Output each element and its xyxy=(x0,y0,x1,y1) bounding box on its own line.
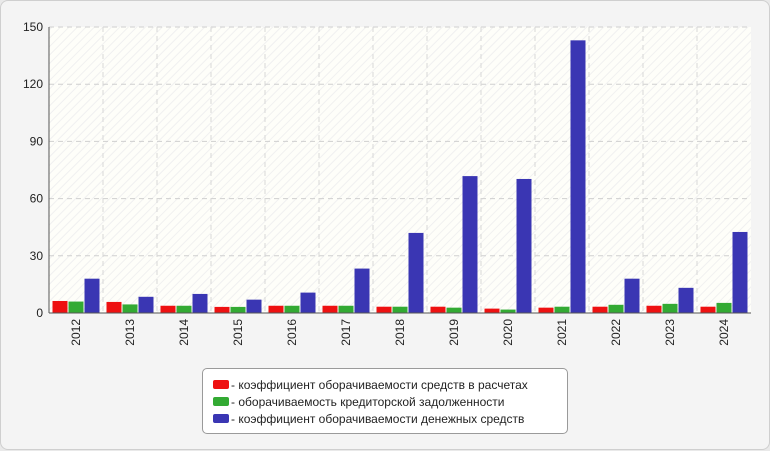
bar-2016-series-3 xyxy=(300,292,316,313)
x-tick-label: 2016 xyxy=(285,319,299,346)
legend-swatch-red xyxy=(213,380,229,389)
gridlines xyxy=(49,26,751,313)
x-tick-label: 2021 xyxy=(555,319,569,346)
bar-2015-series-3 xyxy=(246,299,262,313)
legend-item: - коэффициент оборачиваемости средств в … xyxy=(213,376,567,393)
x-tick-label: 2012 xyxy=(69,319,83,346)
bar-2023-series-2 xyxy=(662,303,678,313)
x-axis-ticks: 2012 2013 2014 2015 2016 2017 2018 2019 2020 2021… xyxy=(69,319,731,346)
bar-2020-series-1 xyxy=(484,308,500,313)
bar-2017-series-1 xyxy=(322,305,338,313)
bar-2019-series-1 xyxy=(430,306,446,313)
bar-2014-series-2 xyxy=(176,305,192,313)
x-tick-label: 2015 xyxy=(231,319,245,346)
bar-2024-series-3 xyxy=(732,231,748,313)
bar-2013-series-2 xyxy=(122,304,138,313)
legend-label: - коэффициент оборачиваемости средств в … xyxy=(231,377,528,392)
bar-2022-series-3 xyxy=(624,278,640,313)
bar-2014-series-1 xyxy=(160,305,176,313)
bar-2012-series-1 xyxy=(52,300,68,313)
bar-2013-series-1 xyxy=(106,301,122,313)
bar-2017-series-3 xyxy=(354,268,370,313)
y-tick-label: 0 xyxy=(36,306,43,320)
y-tick-label: 150 xyxy=(23,20,43,34)
bar-2021-series-2 xyxy=(554,306,570,313)
bar-2020-series-2 xyxy=(500,309,516,313)
bar-2020-series-3 xyxy=(516,178,532,313)
bar-2023-series-3 xyxy=(678,287,694,313)
bar-2018-series-3 xyxy=(408,232,424,313)
x-tick-label: 2020 xyxy=(501,319,515,346)
bar-2013-series-3 xyxy=(138,296,154,313)
y-axis-ticks: 0 30 60 90 120 150 xyxy=(23,20,43,320)
bar-2019-series-2 xyxy=(446,307,462,313)
bar-2022-series-2 xyxy=(608,304,624,313)
x-tick-label: 2017 xyxy=(339,319,353,346)
y-tick-label: 120 xyxy=(23,77,43,91)
x-tick-label: 2024 xyxy=(717,319,731,346)
bar-2019-series-3 xyxy=(462,176,478,313)
bar-2023-series-1 xyxy=(646,305,662,313)
x-tick-label: 2013 xyxy=(123,319,137,346)
bars xyxy=(52,40,748,313)
legend-label: - оборачиваемость кредиторской задолженн… xyxy=(231,394,505,409)
legend-swatch-green xyxy=(213,397,229,406)
y-tick-label: 90 xyxy=(30,134,44,148)
bar-2016-series-2 xyxy=(284,305,300,313)
bar-2024-series-1 xyxy=(700,306,716,313)
legend-swatch-blue xyxy=(213,414,229,423)
x-tick-label: 2019 xyxy=(447,319,461,346)
x-tick-label: 2014 xyxy=(177,319,191,346)
bar-2017-series-2 xyxy=(338,305,354,313)
bar-2024-series-2 xyxy=(716,302,732,313)
bar-2021-series-3 xyxy=(570,40,586,313)
x-tick-label: 2023 xyxy=(663,319,677,346)
bar-2012-series-2 xyxy=(68,301,84,313)
bar-2014-series-3 xyxy=(192,293,208,313)
legend: - коэффициент оборачиваемости средств в … xyxy=(202,368,568,434)
bar-2018-series-1 xyxy=(376,306,392,313)
y-tick-label: 60 xyxy=(30,192,44,206)
bar-2015-series-2 xyxy=(230,306,246,313)
y-tick-label: 30 xyxy=(30,249,44,263)
legend-item: - оборачиваемость кредиторской задолженн… xyxy=(213,393,567,410)
bar-2015-series-1 xyxy=(214,306,230,313)
bar-2016-series-1 xyxy=(268,305,284,313)
legend-item: - коэффициент оборачиваемости денежных с… xyxy=(213,410,567,427)
x-tick-label: 2018 xyxy=(393,319,407,346)
bar-2018-series-2 xyxy=(392,306,408,313)
bar-2021-series-1 xyxy=(538,307,554,313)
bar-2012-series-3 xyxy=(84,278,100,313)
bar-2022-series-1 xyxy=(592,306,608,313)
x-tick-label: 2022 xyxy=(609,319,623,346)
legend-label: - коэффициент оборачиваемости денежных с… xyxy=(231,411,525,426)
